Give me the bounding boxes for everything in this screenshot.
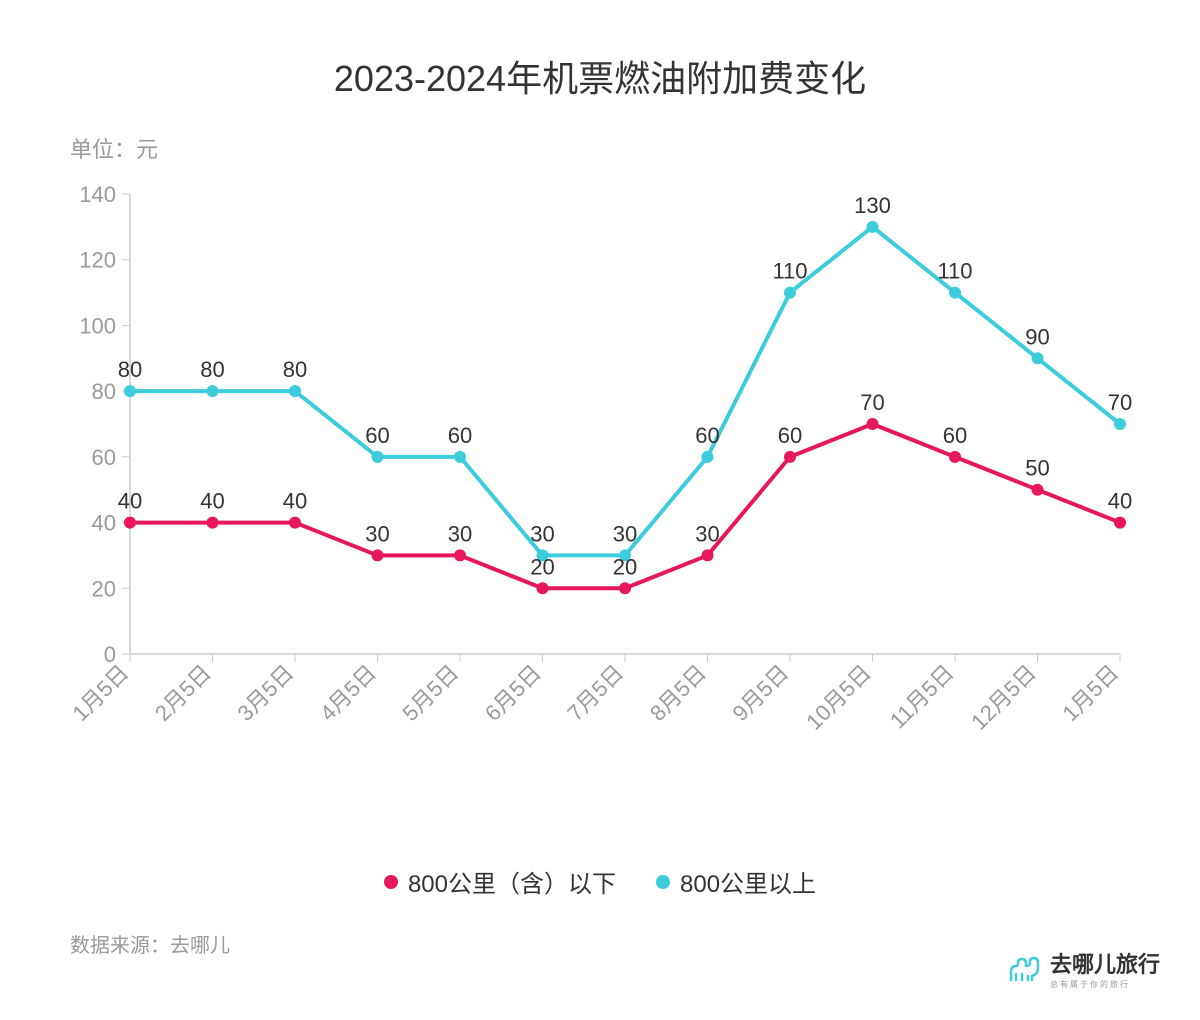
svg-text:60: 60 xyxy=(365,423,389,448)
svg-text:40: 40 xyxy=(118,489,142,514)
svg-text:8月5日: 8月5日 xyxy=(645,660,711,726)
svg-text:120: 120 xyxy=(79,248,116,273)
svg-text:10月5日: 10月5日 xyxy=(801,660,876,735)
svg-text:70: 70 xyxy=(1108,390,1132,415)
svg-text:40: 40 xyxy=(200,489,224,514)
svg-text:30: 30 xyxy=(448,521,472,546)
svg-text:2月5日: 2月5日 xyxy=(150,660,216,726)
svg-text:80: 80 xyxy=(92,379,116,404)
svg-text:1月5日: 1月5日 xyxy=(67,660,133,726)
svg-text:50: 50 xyxy=(1025,456,1049,481)
chart-title: 2023-2024年机票燃油附加费变化 xyxy=(60,50,1140,102)
svg-text:5月5日: 5月5日 xyxy=(397,660,463,726)
brand-logo: 去哪儿旅行 总有属于你的旅行 xyxy=(1008,947,1160,990)
svg-text:80: 80 xyxy=(200,357,224,382)
svg-text:110: 110 xyxy=(937,259,972,284)
legend-dot-icon xyxy=(384,875,398,889)
svg-text:40: 40 xyxy=(283,489,307,514)
svg-text:30: 30 xyxy=(365,521,389,546)
chart-area: 0204060801001201401月5日2月5日3月5日4月5日5月5日6月… xyxy=(60,184,1140,784)
svg-text:6月5日: 6月5日 xyxy=(480,660,546,726)
svg-text:1月5日: 1月5日 xyxy=(1057,660,1123,726)
svg-text:60: 60 xyxy=(943,423,967,448)
svg-text:20: 20 xyxy=(613,554,637,579)
svg-text:12月5日: 12月5日 xyxy=(966,660,1041,735)
svg-text:80: 80 xyxy=(118,357,142,382)
svg-text:60: 60 xyxy=(92,445,116,470)
legend-item-under800: 800公里（含）以下 xyxy=(384,864,616,899)
svg-text:60: 60 xyxy=(448,423,472,448)
svg-text:7月5日: 7月5日 xyxy=(562,660,628,726)
svg-text:130: 130 xyxy=(854,193,891,218)
svg-text:30: 30 xyxy=(530,521,554,546)
legend: 800公里（含）以下 800公里以上 xyxy=(60,864,1140,899)
svg-text:60: 60 xyxy=(778,423,802,448)
svg-text:20: 20 xyxy=(92,576,116,601)
legend-label: 800公里以上 xyxy=(680,864,816,899)
svg-text:30: 30 xyxy=(613,521,637,546)
chart-container: 2023-2024年机票燃油附加费变化 单位：元 020406080100120… xyxy=(0,0,1200,1020)
svg-text:80: 80 xyxy=(283,357,307,382)
camel-icon xyxy=(1008,954,1042,984)
svg-text:110: 110 xyxy=(772,259,807,284)
legend-dot-icon xyxy=(656,875,670,889)
brand-sub: 总有属于你的旅行 xyxy=(1050,979,1130,990)
svg-text:70: 70 xyxy=(860,390,884,415)
line-chart-svg: 0204060801001201401月5日2月5日3月5日4月5日5月5日6月… xyxy=(60,184,1140,784)
svg-text:40: 40 xyxy=(92,511,116,536)
svg-text:90: 90 xyxy=(1025,324,1049,349)
svg-text:30: 30 xyxy=(695,521,719,546)
unit-label: 单位：元 xyxy=(70,132,1140,164)
svg-text:3月5日: 3月5日 xyxy=(232,660,298,726)
svg-text:60: 60 xyxy=(695,423,719,448)
svg-text:40: 40 xyxy=(1108,489,1132,514)
svg-text:4月5日: 4月5日 xyxy=(315,660,381,726)
svg-text:20: 20 xyxy=(530,554,554,579)
svg-text:140: 140 xyxy=(79,184,116,207)
legend-item-over800: 800公里以上 xyxy=(656,864,816,899)
data-source: 数据来源：去哪儿 xyxy=(70,929,1140,958)
brand-name: 去哪儿旅行 xyxy=(1050,947,1160,979)
svg-text:11月5日: 11月5日 xyxy=(885,660,959,734)
svg-text:9月5日: 9月5日 xyxy=(727,660,793,726)
legend-label: 800公里（含）以下 xyxy=(408,864,616,899)
svg-text:100: 100 xyxy=(79,313,116,338)
